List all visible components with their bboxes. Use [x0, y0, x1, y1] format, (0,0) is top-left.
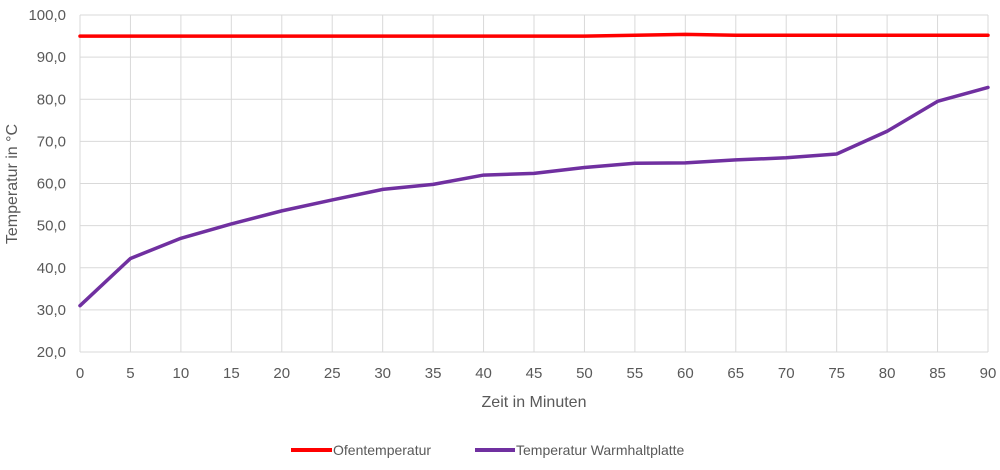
y-tick-label: 70,0 — [37, 133, 66, 150]
x-tick-label: 65 — [727, 365, 744, 382]
legend: Ofentemperatur Temperatur Warmhaltplatte — [291, 442, 685, 458]
series-line-0 — [78, 32, 990, 38]
gridlines — [79, 14, 989, 353]
x-tick-label: 45 — [526, 365, 543, 382]
x-tick-label: 35 — [425, 365, 442, 382]
x-tick-label: 5 — [126, 365, 134, 382]
x-tick-label: 30 — [374, 365, 391, 382]
y-tick-label: 90,0 — [37, 49, 66, 66]
y-tick-label: 60,0 — [37, 176, 66, 193]
y-axis-ticks: 20,0 30,0 40,0 50,0 60,0 70,0 80,0 90,0 100,0 — [28, 7, 66, 361]
x-tick-label: 25 — [324, 365, 341, 382]
x-axis-title: Zeit in Minuten — [482, 394, 587, 411]
y-tick-label: 50,0 — [37, 218, 66, 235]
x-tick-label: 20 — [273, 365, 290, 382]
y-tick-label: 30,0 — [37, 302, 66, 319]
y-tick-label: 40,0 — [37, 260, 66, 277]
legend-label-ofentemperatur: Ofentemperatur — [333, 442, 431, 458]
x-axis-ticks: 0 5 10 15 20 25 30 35 40 45 50 55 60 65 70 75 80 85 90 — [76, 365, 997, 382]
x-tick-label: 60 — [677, 365, 694, 382]
x-tick-label: 40 — [475, 365, 492, 382]
legend-label-warmhaltplatte: Temperatur Warmhaltplatte — [516, 442, 685, 458]
series-line-1 — [78, 85, 990, 308]
y-tick-label: 20,0 — [37, 344, 66, 361]
x-tick-label: 80 — [879, 365, 896, 382]
x-tick-label: 15 — [223, 365, 240, 382]
x-tick-label: 55 — [627, 365, 644, 382]
x-tick-label: 0 — [76, 365, 84, 382]
x-tick-label: 85 — [929, 365, 946, 382]
x-tick-label: 90 — [980, 365, 997, 382]
x-tick-label: 75 — [828, 365, 845, 382]
y-tick-label: 100,0 — [28, 7, 66, 24]
x-tick-label: 50 — [576, 365, 593, 382]
data-series — [78, 32, 990, 308]
x-tick-label: 70 — [778, 365, 795, 382]
y-axis-title: Temperatur in °C — [4, 124, 21, 244]
y-tick-label: 80,0 — [37, 91, 66, 108]
x-tick-label: 10 — [173, 365, 190, 382]
